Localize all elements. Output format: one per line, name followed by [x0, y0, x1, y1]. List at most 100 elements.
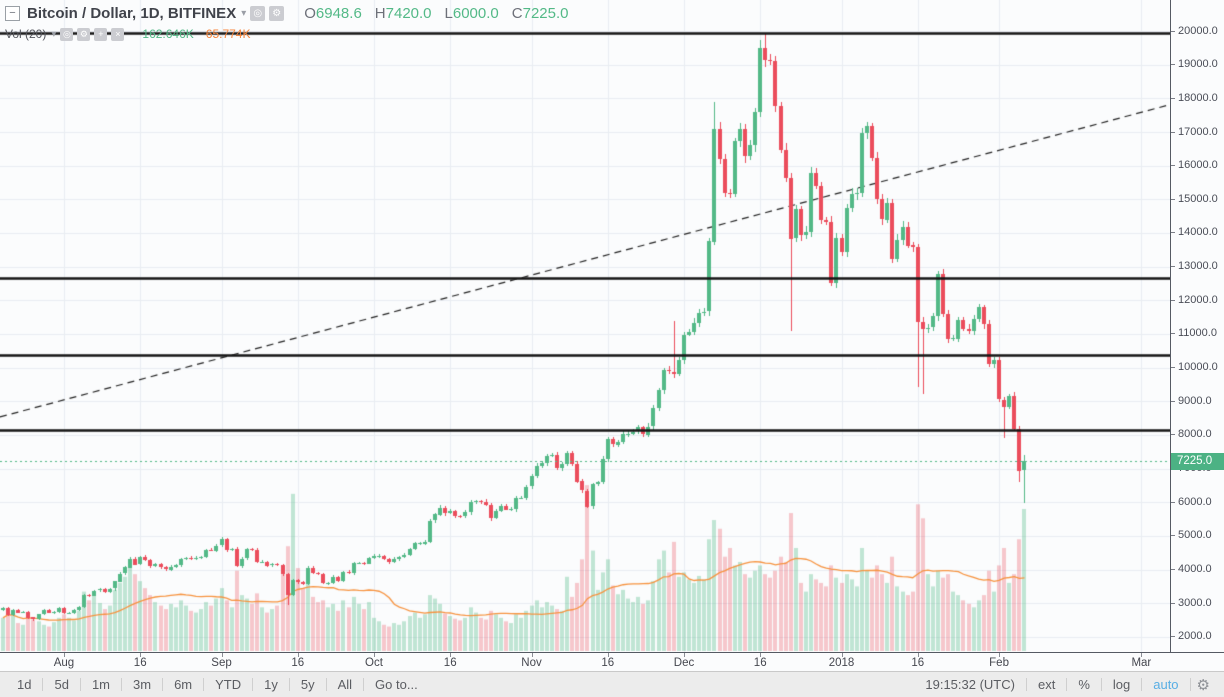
time-tick-label: 16 [753, 657, 767, 669]
price-tick-label: 15000.0 [1171, 193, 1224, 206]
ohlc-pair: O6948.6 [304, 5, 362, 22]
ohlc-pair: L6000.0 [444, 5, 499, 22]
time-tick-mark [607, 653, 609, 657]
eye-icon[interactable]: ◎ [250, 6, 266, 21]
time-tick-label: Mar [1131, 657, 1152, 669]
price-tick-label: 16000.0 [1171, 159, 1224, 172]
toolbar-right-group: 19:15:32 (UTC) ext% log auto ⚙ [914, 676, 1224, 694]
time-tick-label: 16 [601, 657, 615, 669]
settings-gear-icon[interactable]: ⚙ [1196, 676, 1210, 694]
time-tick-label: Feb [989, 657, 1009, 669]
eye-icon[interactable]: ◎ [60, 27, 74, 41]
time-tick-label: 16 [133, 657, 147, 669]
range-button-ytd[interactable]: YTD [215, 677, 242, 692]
last-price-badge: 7225.0 [1171, 452, 1224, 470]
price-tick-label: 3000.0 [1171, 597, 1224, 610]
symbol-row: − Bitcoin / Dollar, 1D, BITFINEX ▾ ◎ ⚙ O… [5, 5, 582, 22]
scale-button-auto[interactable]: auto [1153, 677, 1179, 692]
range-button-6m[interactable]: 6m [174, 677, 193, 692]
range-button-all[interactable]: All [337, 677, 353, 692]
scale-buttons-group: ext% log auto [1025, 677, 1190, 692]
plus-icon[interactable]: + [94, 27, 108, 41]
toolbar-separator [288, 678, 290, 691]
time-tick-label: 16 [443, 657, 457, 669]
time-tick-mark [1141, 653, 1143, 657]
price-tick-label: 12000.0 [1171, 294, 1224, 307]
time-tick-mark [999, 653, 1001, 657]
volume-ma-value: 65.774K [205, 27, 251, 41]
volume-indicator-label[interactable]: Vol (20) [5, 27, 47, 41]
scale-button-percent[interactable]: % [1078, 677, 1090, 692]
price-tick-label: 13000.0 [1171, 260, 1224, 273]
volume-current-value: 162.646K [142, 27, 194, 41]
time-tick-label: 16 [291, 657, 305, 669]
volume-indicator-row: Vol (20) ▾ ◎ ⚙ + × 162.646K 65.774K [5, 27, 582, 41]
range-buttons-group: 1d 5d 1m 3m 6m YTD 1y 5y All Go to... [0, 677, 429, 692]
ohlc-pair: H7420.0 [374, 5, 432, 22]
price-tick-label: 14000.0 [1171, 226, 1224, 239]
time-tick-mark [140, 653, 142, 657]
time-tick-label: Dec [673, 657, 695, 669]
toolbar-separator [325, 678, 327, 691]
range-button-goto[interactable]: Go to... [375, 677, 418, 692]
range-button-5d[interactable]: 5d [54, 677, 69, 692]
time-tick-mark [63, 653, 65, 657]
time-tick-mark [841, 653, 843, 657]
clock-utc[interactable]: 19:15:32 (UTC) [925, 677, 1015, 692]
toolbar-separator [1025, 678, 1027, 691]
ohlc-pair: C7225.0 [511, 5, 569, 22]
price-chart-canvas[interactable] [0, 0, 1170, 652]
toolbar-separator [252, 678, 254, 691]
chevron-down-icon[interactable]: ▾ [51, 28, 57, 40]
volume-values: 162.646K 65.774K [138, 27, 250, 41]
time-tick-mark [450, 653, 452, 657]
toolbar-separator [1066, 678, 1068, 691]
toolbar-separator [1141, 678, 1143, 691]
time-tick-mark [531, 653, 533, 657]
time-tick-label: Aug [53, 657, 75, 669]
range-button-1d[interactable]: 1d [17, 677, 32, 692]
time-axis[interactable]: Aug 16 Sep 16 Oct 16 Nov 16 Dec 16 2018 16 Feb Mar [0, 652, 1224, 671]
ohlc-readout: O6948.6 H7420.0 L6000.0 C7225.0 [304, 5, 581, 22]
symbol-title[interactable]: Bitcoin / Dollar, 1D, BITFINEX [27, 5, 237, 22]
price-axis[interactable]: 7225.0 20000.0 19000.0 18000.0 17000.0 16000… [1170, 0, 1224, 652]
price-tick-label: 2000.0 [1171, 630, 1224, 643]
price-tick-label: 19000.0 [1171, 58, 1224, 71]
range-button-1m[interactable]: 1m [91, 677, 110, 692]
price-tick-label: 4000.0 [1171, 563, 1224, 576]
price-tick-label: 5000.0 [1171, 529, 1224, 542]
price-tick-label: 10000.0 [1171, 361, 1224, 374]
price-tick-label: 8000.0 [1171, 428, 1224, 441]
collapse-icon[interactable]: − [5, 6, 20, 21]
range-button-3m[interactable]: 3m [133, 677, 152, 692]
time-tick-mark [683, 653, 685, 657]
toolbar-separator [1189, 678, 1191, 691]
gear-icon[interactable]: ⚙ [269, 6, 285, 21]
toolbar-separator [121, 678, 122, 691]
price-tick-label: 18000.0 [1171, 92, 1224, 105]
price-tick-label: 6000.0 [1171, 496, 1224, 509]
range-button-5y[interactable]: 5y [300, 677, 315, 692]
chevron-down-icon[interactable]: ▾ [241, 8, 247, 19]
toolbar-separator [1100, 678, 1102, 691]
time-tick-label: Oct [365, 657, 383, 669]
time-tick-mark [760, 653, 762, 657]
chart-header: − Bitcoin / Dollar, 1D, BITFINEX ▾ ◎ ⚙ O… [5, 5, 582, 41]
range-button-1y[interactable]: 1y [264, 677, 278, 692]
gear-icon[interactable]: ⚙ [77, 27, 91, 41]
time-tick-mark [373, 653, 375, 657]
toolbar-separator [162, 678, 164, 691]
toolbar-separator [203, 678, 205, 691]
bottom-toolbar: 1d 5d 1m 3m 6m YTD 1y 5y All Go to... 19:15:32 (U… [0, 671, 1224, 697]
time-tick-label: 16 [911, 657, 925, 669]
close-icon[interactable]: × [111, 27, 125, 41]
time-tick-label: Sep [211, 657, 232, 669]
scale-button-ext[interactable]: ext [1037, 677, 1056, 692]
toolbar-separator [42, 678, 44, 691]
scale-button-log[interactable]: log [1112, 677, 1131, 692]
price-tick-label: 20000.0 [1171, 25, 1224, 38]
toolbar-separator [363, 678, 365, 691]
time-tick-label: Nov [521, 657, 542, 669]
price-tick-label: 17000.0 [1171, 126, 1224, 139]
time-tick-mark [917, 653, 919, 657]
